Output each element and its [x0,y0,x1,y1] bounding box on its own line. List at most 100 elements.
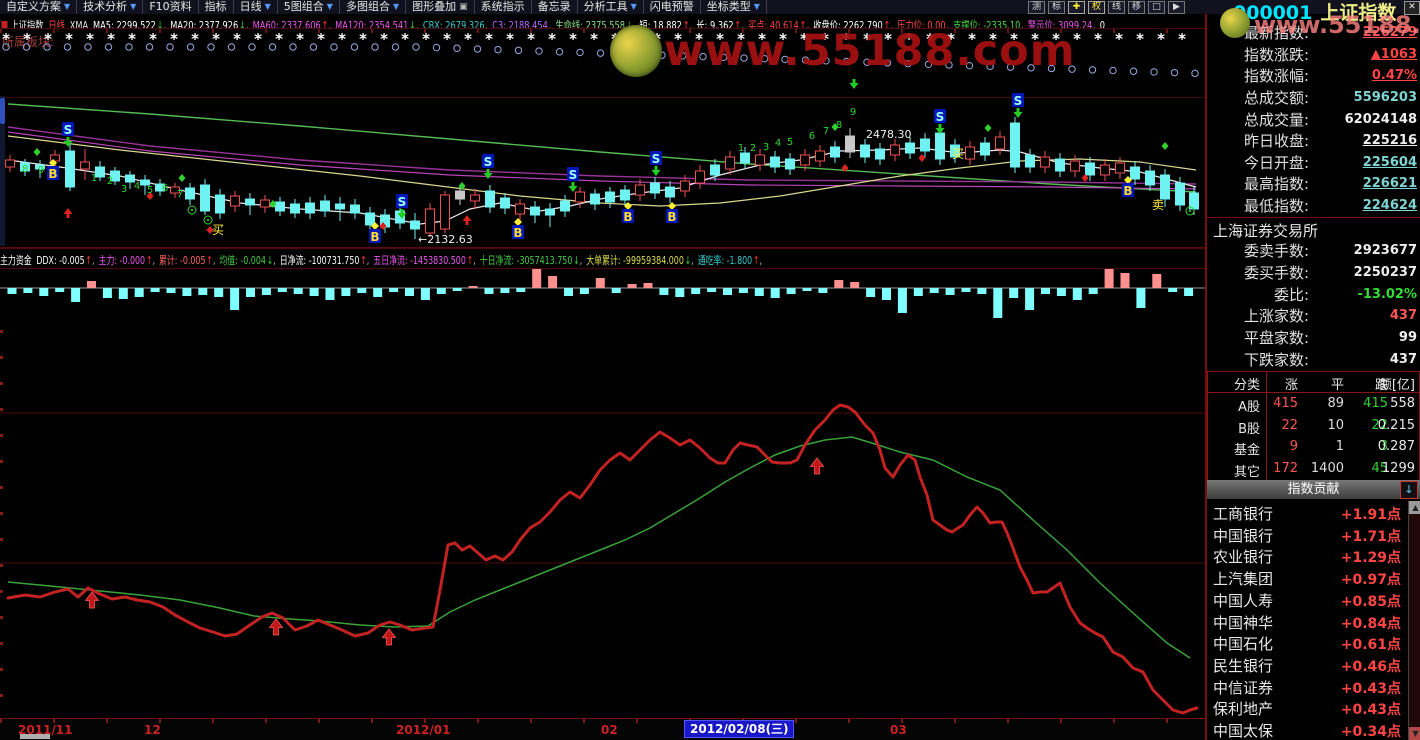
svg-text:*: * [800,30,808,48]
scroll-up-icon[interactable]: ▲ [1409,501,1420,514]
contrib-row-1[interactable]: 中国银行 +1.71点 [1207,523,1405,545]
arrow-up-icon: ↑ [360,254,367,267]
indicator-value: 买点: 40.614 [748,19,799,29]
contrib-value: +0.61点 [1340,637,1401,654]
scrollbar[interactable]: ▲ ▼ [1408,501,1420,740]
tool-button-7[interactable]: ▶ [1168,0,1185,14]
menu-item-7[interactable]: 图形叠加 ▣ [406,0,475,14]
scrollbar-thumb[interactable] [20,734,50,739]
contrib-row-3[interactable]: 上汽集团 +0.97点 [1207,566,1405,588]
sort-arrow-icon[interactable]: ↓ [1400,481,1418,499]
market-row-1: 委买手数: 2250237 [1207,262,1418,284]
svg-text:B: B [513,226,522,240]
menu-item-8[interactable]: 系统指示 [475,0,532,14]
contrib-row-9[interactable]: 保利地产 +0.43点 [1207,696,1405,718]
separator: , [946,19,952,29]
svg-text:5: 5 [787,137,793,148]
tool-button-2[interactable]: ✚ [1068,0,1085,14]
arrow-down-icon: ↓ [409,19,417,29]
tool-button-0[interactable]: 测 [1028,0,1045,14]
selected-date-badge: 2012/02/08(三) [684,720,794,738]
quote-value[interactable]: 0.47% [1371,68,1417,84]
contrib-value: +0.46点 [1340,658,1401,675]
sector-label: 所属板块: [2,35,54,49]
contrib-row-4[interactable]: 中国人寿 +0.85点 [1207,588,1405,610]
menu-item-0[interactable]: 自定义方案 ▼ [0,0,78,14]
quote-value[interactable]: ▲1063 [1370,46,1417,62]
quote-value[interactable]: 226279 [1362,25,1417,41]
contrib-name: 中国人寿 [1213,591,1274,610]
left-marker [0,98,5,124]
table-cell: 1 [1335,439,1344,454]
contrib-row-10[interactable]: 中国太保 +0.34点 [1207,718,1405,740]
separator: , [152,254,158,267]
tool-button-6[interactable]: □ [1148,0,1165,14]
contrib-row-5[interactable]: 中国神华 +0.84点 [1207,610,1405,632]
separator: , [416,19,422,29]
menu-item-6[interactable]: 多图组合 ▼ [340,0,407,14]
market-value: 437 [1389,351,1417,367]
market-value: 2923677 [1353,243,1417,259]
watermark-text: www.55188.com [664,26,1076,76]
menu-item-1[interactable]: 技术分析 ▼ [77,0,144,14]
svg-text:8: 8 [22,164,28,175]
svg-text:*: * [44,30,52,48]
svg-text:1: 1 [738,143,744,154]
indicator-value: 日净流: -100731.750 [279,254,360,267]
menu-item-4[interactable]: 日线 ▼ [234,0,278,14]
quote-value[interactable]: 225216 [1362,133,1417,149]
menu-item-label: 技术分析 [83,0,128,13]
ddx-bars-pane[interactable] [0,268,1205,318]
tool-button-1[interactable]: 标 [1048,0,1065,14]
chevron-down-icon: ▼ [630,2,637,11]
contrib-row-0[interactable]: 工商银行 +1.91点 [1207,501,1405,523]
tool-button-5[interactable]: 移 [1128,0,1145,14]
menu-item-10[interactable]: 分析工具 ▼ [578,0,644,14]
tool-button-4[interactable]: 线 [1108,0,1125,14]
contrib-row-7[interactable]: 民生银行 +0.46点 [1207,653,1405,675]
svg-text:*: * [863,30,871,48]
fund-flow-pane[interactable] [0,318,1205,718]
contrib-name: 中国石化 [1213,635,1274,654]
contrib-value: +1.91点 [1340,507,1401,523]
contrib-row-2[interactable]: 农业银行 +1.29点 [1207,544,1405,566]
scroll-down-icon[interactable]: ▼ [1409,727,1420,740]
svg-text:8: 8 [836,120,842,131]
tool-button-3[interactable]: 权 [1088,0,1105,14]
menu-item-9[interactable]: 备忘录 [532,0,578,14]
stock-code: 000001 [1233,2,1313,24]
menu-item-2[interactable]: F10资料 [143,0,199,14]
quote-panel: 最新指数: 226279 指数涨跌: ▲1063 指数涨幅: 0.47% 总成交额: 5596… [1205,14,1420,740]
table-header-4: 额[亿] [1378,378,1415,393]
quote-value[interactable]: 225604 [1362,154,1417,170]
table-header-divider [1208,392,1419,393]
ddx-indicator-bar: 主力资金 DDX: -0.005↑, 主力: -0.000↑, 累计: -0.0… [0,248,1205,269]
menu-item-5[interactable]: 5图组合 ▼ [278,0,340,14]
separator: , [328,19,334,29]
axis-label-0: 2011/11 [18,723,73,737]
quote-value[interactable]: 226621 [1362,176,1417,192]
menu-item-3[interactable]: 指标 [199,0,234,14]
arrow-down-icon: ↓ [684,254,692,267]
svg-text:*: * [695,30,703,48]
left-edge-ticks [0,330,3,710]
quote-value[interactable]: 224624 [1362,198,1417,214]
svg-text:*: * [1073,30,1081,48]
separator: , [806,19,812,29]
candlestick-pane[interactable]: 所属板块: * * * * * * * * * * * * * * * * * * * * * * * * * * * * * * * * * * *… [0,28,1205,248]
svg-text:B: B [48,167,57,181]
indicator-value: 支撑位: -2335.10 [953,19,1021,29]
svg-text:*: * [464,30,472,48]
quote-value: 62024148 [1344,111,1417,127]
contrib-name: 中国银行 [1213,526,1274,545]
svg-text:1: 1 [91,173,97,184]
indicator-value: MA60: 2337.606 [252,19,321,29]
contrib-row-6[interactable]: 中国石化 +0.61点 [1207,631,1405,653]
menu-item-11[interactable]: 闪电预警 [644,0,701,14]
contrib-value: +0.97点 [1340,572,1401,589]
svg-text:*: * [1010,30,1018,48]
menu-item-12[interactable]: 坐标类型 ▼ [701,0,767,14]
chevron-down-icon: ▼ [64,2,71,11]
contrib-row-8[interactable]: 中信证券 +0.43点 [1207,675,1405,697]
svg-text:S: S [64,123,73,137]
